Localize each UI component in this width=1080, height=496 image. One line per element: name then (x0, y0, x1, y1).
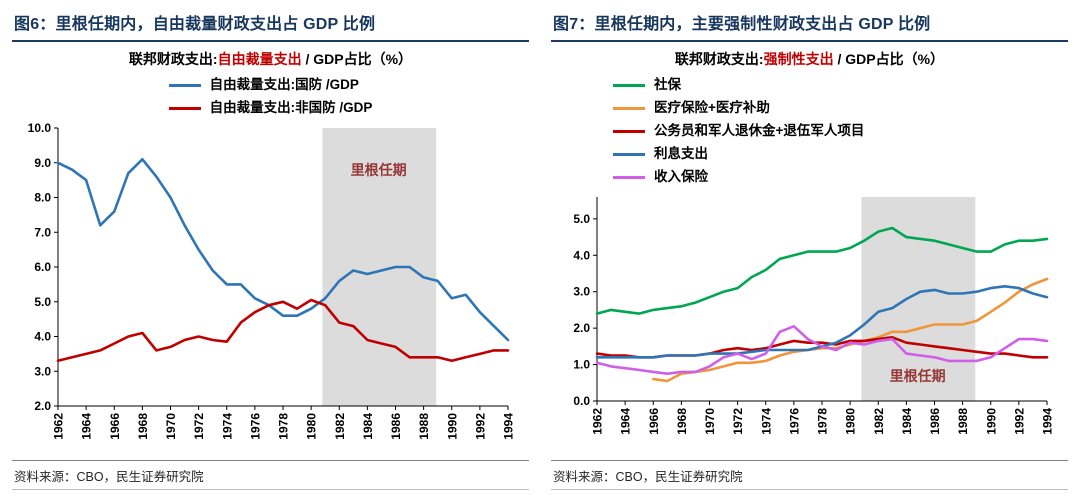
svg-text:6.0: 6.0 (34, 260, 51, 274)
legend-item: 自由裁量支出:国防 /GDP (168, 75, 373, 95)
legend-line-swatch (613, 83, 645, 87)
figure6-subtitle: 联邦财政支出:自由裁量支出 / GDP占比（%） (12, 49, 529, 69)
legend-line-swatch (613, 175, 645, 179)
svg-text:1984: 1984 (900, 408, 914, 435)
discretionary-spending-line-chart: 2.0 3.0 4.0 5.0 6.0 7.0 8.0 9.0 10.0 1962 1964 1966… (28, 121, 516, 440)
svg-text:8.0: 8.0 (34, 191, 51, 205)
svg-text:1988: 1988 (956, 408, 970, 435)
svg-text:1962: 1962 (591, 408, 605, 435)
figure7-subtitle: 联邦财政支出:强制性支出 / GDP占比（%） (551, 49, 1068, 69)
svg-text:2.0: 2.0 (34, 399, 51, 413)
svg-text:1968: 1968 (136, 413, 150, 440)
svg-text:1988: 1988 (417, 413, 431, 440)
svg-text:9.0: 9.0 (34, 156, 51, 170)
svg-text:里根任期: 里根任期 (351, 162, 407, 178)
svg-text:3.0: 3.0 (34, 364, 51, 378)
figure6-chart-box: 2.0 3.0 4.0 5.0 6.0 7.0 8.0 9.0 10.0 1962 1964 1966… (12, 120, 529, 450)
svg-text:1980: 1980 (844, 408, 858, 435)
svg-text:1964: 1964 (80, 413, 94, 440)
svg-text:1982: 1982 (872, 408, 886, 435)
svg-text:4.0: 4.0 (573, 248, 590, 262)
svg-text:1970: 1970 (164, 413, 178, 440)
legend-line-swatch (168, 83, 201, 87)
svg-text:1972: 1972 (192, 413, 206, 440)
subtitle-prefix: 联邦财政支出: (128, 51, 218, 67)
figure6-title: 图6：里根任期内，自由裁量财政支出占 GDP 比例 (12, 8, 529, 42)
figure7-legend: 社保医疗保险+医疗补助公务员和军人退休金+退伍军人项目 利息支出收入保险 (551, 75, 1068, 187)
figure7-source: 资料来源：CBO，民生证券研究院 (551, 460, 1068, 490)
legend-item: 公务员和军人退休金+退伍军人项目 (613, 121, 1068, 141)
svg-text:1962: 1962 (52, 413, 66, 440)
figure6-legend: 自由裁量支出:国防 /GDP 自由裁量支出:非国防 /GDP (168, 75, 373, 118)
svg-text:4.0: 4.0 (34, 330, 51, 344)
svg-text:1990: 1990 (984, 408, 998, 435)
svg-text:1976: 1976 (248, 413, 262, 440)
svg-text:1970: 1970 (703, 408, 717, 435)
legend-item: 利息支出 (613, 144, 1068, 164)
legend-label: 公务员和军人退休金+退伍军人项目 (654, 123, 865, 138)
figure6-panel: 图6：里根任期内，自由裁量财政支出占 GDP 比例 联邦财政支出:自由裁量支出 … (12, 8, 529, 490)
legend-label: 自由裁量支出:国防 /GDP (209, 77, 359, 92)
legend-label: 收入保险 (654, 169, 708, 184)
svg-text:1992: 1992 (473, 413, 487, 440)
legend-item: 医疗保险+医疗补助 (613, 98, 1068, 118)
svg-text:1978: 1978 (277, 413, 291, 440)
svg-text:1.0: 1.0 (573, 358, 590, 372)
svg-text:1978: 1978 (816, 408, 830, 435)
svg-text:1986: 1986 (389, 413, 403, 440)
svg-text:2.0: 2.0 (573, 321, 590, 335)
svg-text:1994: 1994 (502, 413, 516, 440)
figure7-chart-box: 0.0 1.0 2.0 3.0 4.0 5.0 1962 1964 1966 1968 1970 19… (551, 189, 1068, 445)
legend-line-swatch (613, 152, 645, 156)
svg-text:5.0: 5.0 (573, 212, 590, 226)
svg-text:1994: 1994 (1041, 408, 1055, 435)
svg-text:1966: 1966 (108, 413, 122, 440)
svg-text:1980: 1980 (305, 413, 319, 440)
figure7-panel: 图7：里根任期内，主要强制性财政支出占 GDP 比例 联邦财政支出:强制性支出 … (551, 8, 1068, 490)
legend-line-swatch (613, 106, 645, 110)
svg-text:1984: 1984 (361, 413, 375, 440)
subtitle-suffix: / GDP占比（%） (833, 51, 945, 67)
svg-text:1972: 1972 (731, 408, 745, 435)
legend-line-swatch (168, 106, 201, 110)
svg-text:5.0: 5.0 (34, 295, 51, 309)
svg-text:1968: 1968 (675, 408, 689, 435)
subtitle-suffix: / GDP占比（%） (301, 51, 413, 67)
figure7-title: 图7：里根任期内，主要强制性财政支出占 GDP 比例 (551, 8, 1068, 42)
svg-text:1986: 1986 (928, 408, 942, 435)
svg-text:1964: 1964 (619, 408, 633, 435)
svg-text:1966: 1966 (647, 408, 661, 435)
legend-label: 医疗保险+医疗补助 (654, 100, 770, 115)
legend-item: 自由裁量支出:非国防 /GDP (168, 98, 373, 118)
legend-line-swatch (613, 129, 645, 133)
legend-label: 自由裁量支出:非国防 /GDP (209, 100, 373, 115)
legend-label: 社保 (654, 77, 681, 92)
legend-label: 利息支出 (654, 146, 708, 161)
svg-text:1990: 1990 (445, 413, 459, 440)
svg-text:1974: 1974 (220, 413, 234, 440)
figure6-source: 资料来源：CBO，民生证券研究院 (12, 460, 529, 490)
legend-item: 收入保险 (613, 167, 1068, 187)
subtitle-prefix: 联邦财政支出: (674, 51, 764, 67)
svg-text:10.0: 10.0 (28, 121, 52, 135)
svg-text:7.0: 7.0 (34, 225, 51, 239)
svg-text:1974: 1974 (759, 408, 773, 435)
svg-text:里根任期: 里根任期 (890, 368, 946, 384)
svg-text:1976: 1976 (787, 408, 801, 435)
legend-item: 社保 (613, 75, 1068, 95)
svg-text:3.0: 3.0 (573, 285, 590, 299)
svg-text:0.0: 0.0 (573, 394, 590, 408)
mandatory-spending-line-chart: 0.0 1.0 2.0 3.0 4.0 5.0 1962 1964 1966 1968 1970 19… (573, 197, 1055, 435)
subtitle-highlight: 强制性支出 (763, 51, 834, 67)
svg-text:1982: 1982 (333, 413, 347, 440)
subtitle-highlight: 自由裁量支出 (217, 51, 302, 67)
svg-text:1992: 1992 (1012, 408, 1026, 435)
